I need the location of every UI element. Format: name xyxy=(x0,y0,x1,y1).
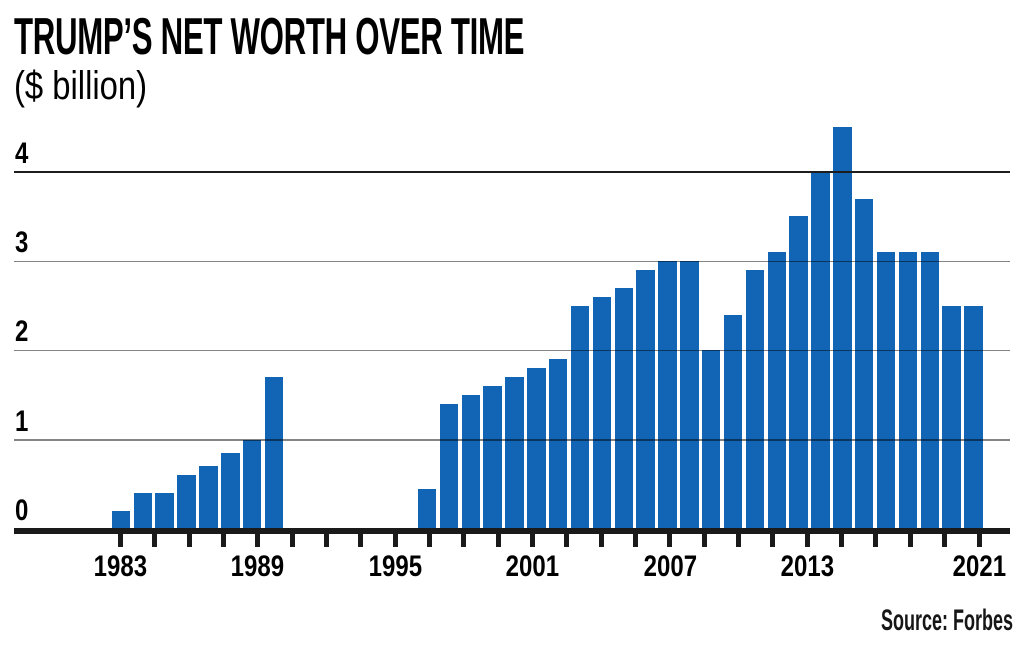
bar-2019 xyxy=(920,252,940,533)
source-credit-text: Source: Forbes xyxy=(880,604,1013,637)
y-axis-label-text: 3 xyxy=(15,226,29,260)
x-axis-label-2001: 2001 xyxy=(485,552,581,582)
bar-2001 xyxy=(527,368,546,533)
x-axis-label-text: 1995 xyxy=(368,550,422,583)
bar-2018 xyxy=(898,252,918,533)
x-axis-label-text: 2021 xyxy=(952,550,1006,583)
x-axis-tick xyxy=(118,534,123,547)
bar-2008 xyxy=(680,261,699,533)
x-axis-tick xyxy=(255,534,261,547)
bar-1989 xyxy=(264,377,284,533)
y-axis-label-1: 1 xyxy=(15,404,32,438)
bar-2003 xyxy=(570,305,590,533)
gridline-2 xyxy=(14,349,1010,352)
x-axis-tick xyxy=(907,534,913,547)
bar-2006 xyxy=(636,270,655,533)
bar-2010 xyxy=(723,314,743,533)
x-axis-tick xyxy=(736,534,742,547)
x-axis-tick xyxy=(976,534,982,547)
x-axis-label-1989: 1989 xyxy=(210,552,306,582)
x-axis-label-2013: 2013 xyxy=(759,552,855,582)
bar-1996 xyxy=(417,488,437,533)
y-axis-label-0: 0 xyxy=(15,496,32,526)
gridline-4 xyxy=(14,170,1010,173)
x-axis-tick xyxy=(358,534,364,547)
bar-2014 xyxy=(811,171,830,533)
x-axis-label-text: 2007 xyxy=(643,550,697,583)
x-axis-tick xyxy=(152,534,158,547)
x-axis-tick xyxy=(530,534,536,547)
x-axis-tick xyxy=(873,534,879,547)
x-axis-tick xyxy=(392,534,398,547)
x-axis-label-2021: 2021 xyxy=(931,552,1024,582)
bar-2015 xyxy=(833,127,852,533)
chart-subtitle: ($ billion) xyxy=(14,64,176,108)
bar-2017 xyxy=(876,252,896,533)
x-axis-tick xyxy=(324,534,330,547)
gridline-3 xyxy=(14,260,1010,262)
x-axis-label-text: 2001 xyxy=(505,550,560,583)
chart-title-text: TRUMP’S NET WORTH OVER TIME xyxy=(14,8,525,66)
y-axis-label-text: 1 xyxy=(15,404,29,438)
bar-2007 xyxy=(658,261,677,533)
gridline-1 xyxy=(14,439,1010,441)
bar-1983 xyxy=(133,493,153,533)
y-axis-label-text: 4 xyxy=(15,136,29,170)
x-axis-tick xyxy=(186,534,192,547)
x-axis-label-text: 1989 xyxy=(231,550,285,583)
x-axis-label-text: 2013 xyxy=(780,550,834,583)
y-axis-label-2: 2 xyxy=(15,317,32,347)
bar-2005 xyxy=(614,287,634,533)
bar-1988 xyxy=(242,439,262,533)
bar-1997 xyxy=(439,403,459,533)
chart-subtitle-text: ($ billion) xyxy=(14,64,148,108)
y-axis-label-4: 4 xyxy=(15,136,32,170)
x-axis-label-2007: 2007 xyxy=(622,552,718,582)
y-axis-label-text: 2 xyxy=(15,315,29,349)
y-axis-label-3: 3 xyxy=(15,228,32,258)
x-axis-tick xyxy=(942,534,948,547)
x-axis-label-1995: 1995 xyxy=(347,552,443,582)
x-axis-label-1983: 1983 xyxy=(73,552,169,582)
x-axis-tick xyxy=(667,534,673,547)
x-axis-tick xyxy=(804,534,810,547)
bar-2002 xyxy=(548,359,568,533)
bar-1982 xyxy=(111,511,131,533)
x-axis-tick xyxy=(633,534,639,547)
bar-1985 xyxy=(177,475,196,533)
x-axis-tick xyxy=(495,534,501,547)
y-axis-label-text: 0 xyxy=(15,494,29,527)
bar-2009 xyxy=(701,350,721,533)
x-axis-tick xyxy=(221,534,227,547)
bar-1986 xyxy=(199,466,218,533)
bar-2011 xyxy=(745,270,765,533)
bar-2013 xyxy=(789,216,808,533)
bar-2004 xyxy=(592,296,612,533)
x-axis-tick xyxy=(839,534,845,547)
bar-1984 xyxy=(155,493,174,533)
bar-2012 xyxy=(767,252,787,533)
x-axis-tick xyxy=(770,534,776,547)
x-axis-tick xyxy=(701,534,707,547)
x-axis-line xyxy=(14,528,1010,534)
bar-2021 xyxy=(964,305,983,533)
bar-2020 xyxy=(942,305,961,533)
bar-2016 xyxy=(854,198,874,533)
source-credit: Source: Forbes xyxy=(793,604,1013,638)
chart-title: TRUMP’S NET WORTH OVER TIME xyxy=(14,11,864,63)
x-axis-tick xyxy=(564,534,570,547)
bar-2000 xyxy=(505,377,524,533)
x-axis-tick xyxy=(461,534,467,547)
x-axis-label-text: 1983 xyxy=(93,550,148,583)
bar-1987 xyxy=(221,453,240,533)
x-axis-tick xyxy=(289,534,295,547)
bar-1998 xyxy=(461,395,480,533)
bar-1999 xyxy=(483,386,502,533)
x-axis-tick xyxy=(427,534,433,547)
x-axis-tick xyxy=(598,534,604,547)
